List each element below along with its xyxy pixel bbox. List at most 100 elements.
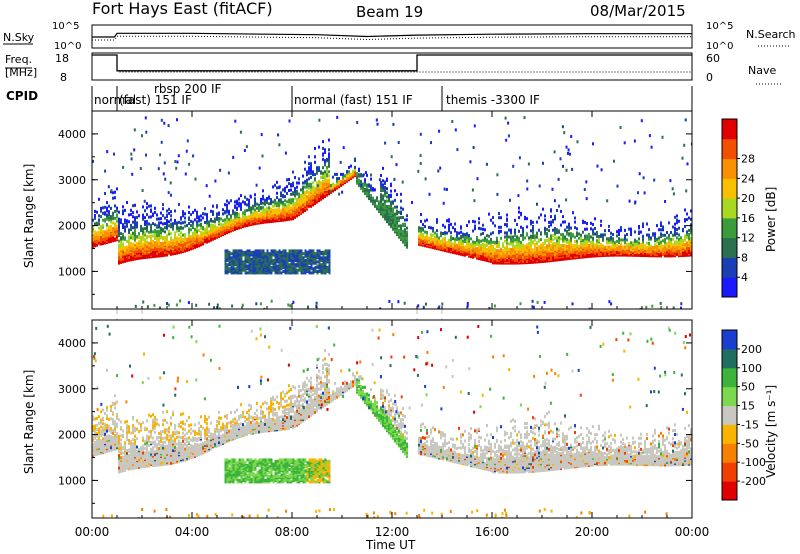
data-cell bbox=[522, 232, 524, 236]
data-cell bbox=[260, 264, 263, 268]
data-cell bbox=[616, 239, 618, 243]
data-cell bbox=[438, 129, 441, 133]
data-cell bbox=[328, 174, 330, 178]
data-cell bbox=[174, 219, 176, 222]
data-cell bbox=[380, 198, 382, 202]
data-cell bbox=[524, 261, 526, 265]
data-cell bbox=[318, 252, 321, 256]
data-cell bbox=[148, 222, 150, 226]
data-cell bbox=[138, 240, 140, 244]
data-cell bbox=[538, 245, 540, 249]
data-cell bbox=[238, 204, 240, 208]
data-cell bbox=[536, 241, 538, 245]
data-cell bbox=[274, 183, 276, 187]
data-cell bbox=[216, 226, 218, 230]
data-cell bbox=[504, 231, 506, 235]
data-cell bbox=[594, 232, 596, 236]
data-cell bbox=[244, 254, 247, 258]
data-cell bbox=[542, 244, 544, 248]
data-cell bbox=[614, 250, 616, 254]
data-cell bbox=[316, 170, 318, 174]
data-cell bbox=[442, 232, 444, 235]
data-cell bbox=[182, 221, 184, 225]
data-cell bbox=[324, 249, 327, 253]
data-cell bbox=[294, 271, 297, 275]
data-cell bbox=[272, 253, 275, 257]
data-cell bbox=[320, 181, 322, 185]
data-cell bbox=[322, 253, 325, 257]
data-cell bbox=[522, 229, 524, 233]
data-cell bbox=[334, 172, 336, 176]
data-cell bbox=[336, 182, 338, 186]
data-cell bbox=[498, 229, 500, 233]
data-cell bbox=[372, 196, 374, 200]
data-cell bbox=[559, 157, 562, 161]
data-cell bbox=[254, 249, 257, 253]
data-cell bbox=[460, 239, 462, 242]
data-cell bbox=[564, 243, 566, 247]
data-cell bbox=[120, 236, 122, 240]
data-cell bbox=[324, 159, 327, 162]
data-cell bbox=[216, 212, 218, 216]
data-cell bbox=[585, 197, 588, 201]
data-cell bbox=[424, 219, 426, 223]
data-cell bbox=[666, 244, 668, 248]
data-cell bbox=[200, 233, 202, 237]
data-cell bbox=[680, 241, 682, 245]
data-cell bbox=[284, 257, 287, 261]
data-cell bbox=[184, 220, 186, 224]
data-cell bbox=[162, 203, 164, 207]
data-cell bbox=[630, 241, 632, 245]
data-cell bbox=[168, 243, 170, 247]
data-cell bbox=[563, 131, 566, 135]
data-cell bbox=[282, 249, 285, 253]
data-cell bbox=[156, 224, 158, 228]
data-cell bbox=[450, 235, 452, 239]
data-cell bbox=[448, 238, 450, 242]
data-cell bbox=[152, 234, 154, 238]
data-cell bbox=[298, 177, 300, 181]
data-cell bbox=[96, 231, 98, 235]
data-cell bbox=[240, 264, 243, 268]
data-cell bbox=[492, 231, 494, 235]
data-cell bbox=[98, 230, 100, 234]
data-cell bbox=[320, 175, 322, 179]
data-cell bbox=[316, 260, 319, 264]
data-cell bbox=[608, 224, 610, 228]
data-cell bbox=[126, 219, 128, 223]
data-cell bbox=[118, 223, 120, 227]
data-cell bbox=[184, 212, 186, 216]
data-cell bbox=[524, 251, 526, 255]
data-cell bbox=[242, 200, 244, 204]
data-cell bbox=[266, 197, 268, 200]
data-cell bbox=[444, 239, 446, 243]
data-cell bbox=[626, 233, 628, 236]
data-cell bbox=[188, 216, 190, 220]
data-cell bbox=[280, 259, 283, 262]
data-cell bbox=[224, 210, 226, 214]
data-cell bbox=[298, 253, 301, 257]
data-cell bbox=[544, 214, 546, 218]
noise-right-tick-bottom: 10^0 bbox=[706, 41, 733, 52]
data-cell bbox=[190, 219, 192, 223]
data-cell bbox=[586, 241, 588, 245]
data-cell bbox=[227, 171, 230, 175]
data-cell bbox=[654, 232, 656, 236]
data-cell bbox=[256, 259, 259, 262]
data-cell bbox=[145, 130, 148, 134]
data-cell bbox=[298, 181, 300, 185]
data-cell bbox=[260, 206, 262, 210]
data-cell bbox=[234, 119, 237, 123]
date-label: 08/Mar/2015 bbox=[590, 2, 686, 20]
data-cell bbox=[112, 221, 114, 225]
data-cell bbox=[600, 252, 602, 256]
data-cell bbox=[522, 227, 524, 230]
data-cell bbox=[420, 226, 422, 230]
data-cell bbox=[266, 206, 268, 210]
data-cell bbox=[92, 229, 94, 233]
data-cell bbox=[142, 213, 144, 217]
data-cell bbox=[284, 151, 287, 155]
data-cell bbox=[448, 226, 450, 230]
data-cell bbox=[370, 187, 372, 191]
data-cell bbox=[128, 243, 130, 247]
